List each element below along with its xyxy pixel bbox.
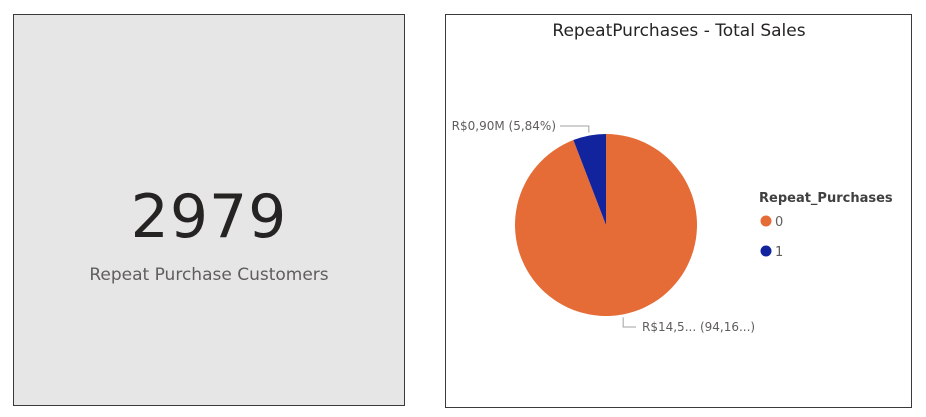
legend-label-1[interactable]: 1 [775,245,783,260]
data-label-1: R$0,90M (5,84%) [452,119,556,133]
legend-title: Repeat_Purchases [759,191,893,206]
pie-slices [515,134,697,316]
pie-slice-1[interactable] [573,134,606,225]
pie-chart-panel[interactable]: RepeatPurchases - Total Sales R$0,90M (5… [445,14,912,408]
kpi-value: 2979 [130,182,288,252]
leader-line-0 [622,317,636,328]
legend-label-0[interactable]: 0 [775,215,783,230]
leader-line-1 [560,125,590,133]
kpi-label: Repeat Purchase Customers [89,265,329,285]
data-label-0: R$14,5... (94,16...) [642,320,755,334]
data-labels: R$0,90M (5,84%) R$14,5... (94,16...) [452,119,755,334]
pie-chart: RepeatPurchases - Total Sales R$0,90M (5… [452,21,893,334]
kpi-card[interactable]: 2979 Repeat Purchase Customers [13,14,405,406]
legend-marker-1[interactable] [760,245,772,257]
legend-marker-0[interactable] [760,215,772,227]
chart-title: RepeatPurchases - Total Sales [552,21,805,41]
legend: Repeat_Purchases 0 1 [759,191,893,260]
